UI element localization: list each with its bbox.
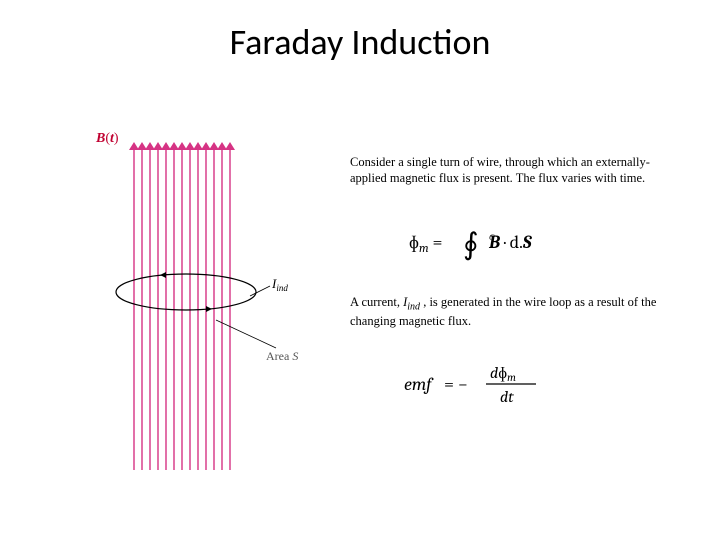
svg-text:B · d.S: B · d.S [488, 232, 533, 253]
current-direction-arrows [160, 272, 212, 312]
svg-text:= −: = − [444, 374, 468, 395]
wire-loop [116, 274, 256, 310]
area-s-label: Area S [266, 349, 298, 363]
svg-text:emf: emf [404, 374, 434, 395]
svg-text:dt: dt [500, 388, 514, 406]
area-leader [216, 320, 276, 348]
para2-pre: A current, [350, 295, 403, 309]
para2-sub: ind [407, 302, 420, 313]
b-of-t-label: B(t) [95, 131, 119, 146]
paragraph-2: A current, Iind , is generated in the wi… [350, 295, 660, 330]
induction-diagram: B(t) Iind Area S [90, 120, 300, 500]
svg-text:∮: ∮ [463, 227, 479, 262]
i-ind-label: Iind [271, 276, 288, 293]
paragraph-1: Consider a single turn of wire, through … [350, 155, 660, 186]
emf-equation: emf = − dɸm dt [400, 360, 580, 410]
svg-text:dɸm: dɸm [490, 364, 516, 384]
iind-leader [250, 286, 270, 296]
svg-text:ɸm =: ɸm = [409, 232, 443, 255]
slide: Faraday Induction B(t) Iind Area S Consi… [0, 0, 720, 540]
flux-equation: ɸm = ∮ C B · d.S [405, 222, 565, 262]
page-title: Faraday Induction [0, 20, 720, 64]
